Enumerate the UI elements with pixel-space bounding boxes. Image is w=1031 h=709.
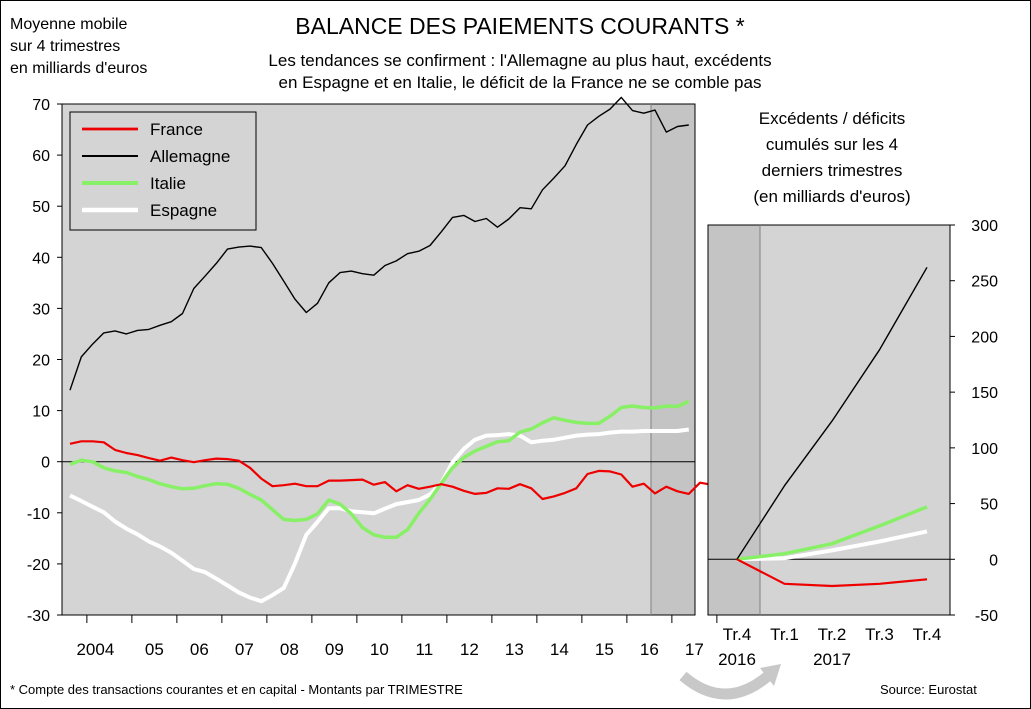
series-line-allemagne	[736, 266, 928, 560]
shaded-recent-period	[651, 104, 695, 615]
x-year-label: 2016	[718, 650, 756, 669]
series-line-italie	[69, 399, 690, 540]
y-tick-label: 200	[971, 329, 998, 346]
y-tick-label: 100	[971, 441, 998, 458]
x-tick-label: Tr.3	[865, 625, 894, 644]
shaded-base-quarter	[708, 225, 760, 615]
x-tick-label: Tr.4	[723, 625, 752, 644]
y-tick-label: 20	[32, 353, 50, 370]
y-tick-label: 300	[971, 218, 998, 235]
x-tick-label: 17	[685, 640, 704, 659]
footnote: * Compte des transactions courantes et e…	[10, 682, 463, 697]
x-tick-label: Tr.1	[770, 625, 799, 644]
right-title-line: cumulés sur les 4	[765, 135, 899, 154]
units-line: sur 4 trimestres	[10, 38, 121, 55]
x-tick-label: 15	[595, 640, 614, 659]
series-line-france	[736, 558, 928, 588]
y-tick-label: 10	[32, 404, 50, 421]
x-tick-label: 16	[640, 640, 659, 659]
arrow-head-icon	[760, 664, 781, 686]
x-tick-label: 07	[235, 640, 254, 659]
y-tick-label: 150	[971, 385, 998, 402]
y-tick-label: 70	[32, 97, 50, 114]
right-title-line: derniers trimestres	[761, 161, 903, 180]
legend-label: Italie	[150, 174, 186, 193]
units-label: Moyenne mobile sur 4 trimestres en milli…	[10, 14, 147, 80]
source-note: Source: Eurostat	[880, 682, 977, 697]
x-tick-label: 13	[505, 640, 524, 659]
x-tick-label: Tr.2	[818, 625, 847, 644]
x-tick-label: 05	[145, 640, 164, 659]
y-tick-label: 50	[32, 199, 50, 216]
y-tick-label: -20	[27, 557, 50, 574]
series-line-espagne	[736, 529, 928, 562]
subtitle-line: Les tendances se confirment : l'Allemagn…	[268, 51, 772, 70]
y-tick-label: 30	[32, 301, 50, 318]
x-tick-label: 09	[325, 640, 344, 659]
x-tick-label: Tr.4	[913, 625, 942, 644]
legend-label: Allemagne	[150, 147, 230, 166]
right-title-line: (en milliards d'euros)	[753, 187, 911, 206]
y-tick-label: 60	[32, 148, 50, 165]
units-line: en milliards d'euros	[10, 60, 148, 77]
x-tick-label: 2004	[76, 640, 114, 659]
y-tick-label: 0	[989, 552, 998, 569]
y-tick-label: 250	[971, 274, 998, 291]
x-tick-label: 08	[280, 640, 299, 659]
series-line-france	[69, 440, 712, 501]
right-title-line: Excédents / déficits	[758, 109, 906, 128]
x-year-label: 2017	[813, 650, 851, 669]
chart-subtitle: Les tendances se confirment : l'Allemagn…	[180, 50, 860, 94]
chart-title: BALANCE DES PAIEMENTS COURANTS *	[295, 13, 745, 39]
y-tick-label: 50	[980, 497, 998, 514]
x-tick-label: 06	[190, 640, 209, 659]
x-tick-label: 11	[416, 640, 434, 659]
right-chart-title: Excédents / déficits cumulés sur les 4 d…	[712, 106, 952, 210]
series-line-allemagne	[69, 96, 689, 391]
y-tick-label: -30	[27, 608, 50, 625]
legend-label: France	[150, 120, 203, 139]
x-tick-label: 10	[370, 640, 389, 659]
y-tick-label: 40	[32, 250, 50, 267]
x-tick-label: 12	[460, 640, 479, 659]
y-tick-label: 0	[41, 455, 50, 472]
subtitle-line: en Espagne et en Italie, le déficit de l…	[278, 73, 762, 92]
y-tick-label: -50	[975, 608, 998, 625]
series-line-italie	[736, 505, 928, 562]
units-line: Moyenne mobile	[10, 16, 128, 33]
legend-label: Espagne	[150, 201, 217, 220]
curved-arrow-icon	[679, 671, 772, 700]
series-line-espagne	[69, 427, 690, 604]
x-tick-label: 14	[550, 640, 569, 659]
y-tick-label: -10	[27, 506, 50, 523]
